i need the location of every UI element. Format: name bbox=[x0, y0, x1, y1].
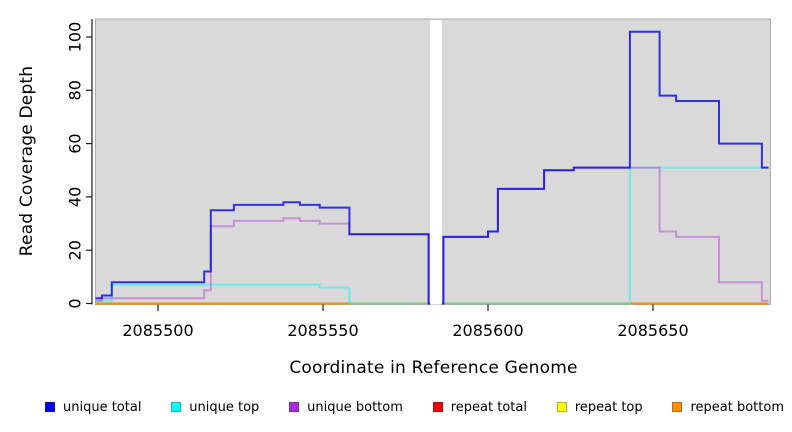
legend-item-repeat-bottom: repeat bottom bbox=[672, 400, 784, 415]
legend-label: unique bottom bbox=[307, 399, 403, 415]
legend-swatch-icon bbox=[45, 402, 55, 412]
x-tick-label: 2085550 bbox=[287, 321, 358, 340]
y-tick-label: 80 bbox=[66, 80, 85, 100]
masked-gap-region bbox=[430, 20, 442, 305]
legend-label: repeat total bbox=[450, 399, 527, 415]
legend-swatch-icon bbox=[432, 402, 443, 412]
legend-swatch-icon bbox=[289, 402, 300, 412]
legend-label: repeat top bbox=[574, 399, 643, 415]
legend-label: unique top bbox=[189, 399, 260, 415]
y-axis-title: Read Coverage Depth bbox=[17, 65, 37, 257]
y-tick-label: 0 bbox=[66, 298, 85, 308]
x-axis-title: Coordinate in Reference Genome bbox=[289, 358, 578, 378]
legend-item-repeat-total: repeat total bbox=[432, 399, 527, 415]
y-tick-label: 20 bbox=[66, 240, 85, 260]
legend-swatch-icon bbox=[171, 402, 182, 412]
legend-swatch-icon bbox=[672, 402, 683, 412]
y-tick-label: 40 bbox=[66, 187, 85, 207]
legend-label: repeat bottom bbox=[690, 399, 784, 415]
legend-item-repeat-top: repeat top bbox=[556, 399, 643, 415]
legend: unique total unique top unique bottom repea… bbox=[45, 397, 784, 417]
y-tick-label: 60 bbox=[66, 133, 85, 153]
x-tick-label: 2085500 bbox=[122, 321, 193, 340]
legend-label: unique total bbox=[63, 399, 142, 415]
x-tick-label: 2085650 bbox=[617, 321, 688, 340]
x-tick-label: 2085600 bbox=[452, 321, 523, 340]
legend-swatch-icon bbox=[556, 402, 567, 412]
y-tick-label: 100 bbox=[66, 22, 85, 53]
legend-item-unique-total: unique total bbox=[45, 400, 141, 415]
legend-item-unique-bottom: unique bottom bbox=[289, 400, 403, 415]
legend-item-unique-top: unique top bbox=[171, 400, 259, 415]
